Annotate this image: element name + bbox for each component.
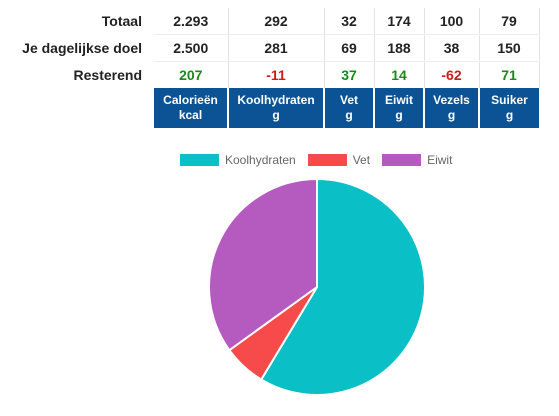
column-header-fiber: Vezels g <box>424 88 480 128</box>
header-spacer <box>0 88 154 128</box>
column-header-name: Eiwit <box>384 93 413 107</box>
column-header-name: Calorieën <box>163 93 218 107</box>
legend-item-fat[interactable]: Vet <box>307 153 371 167</box>
column-header-unit: g <box>447 108 456 122</box>
row-label-total: Totaal <box>101 13 142 30</box>
goal-protein: 188 <box>374 34 425 62</box>
total-fat: 32 <box>324 8 375 35</box>
legend-label: Vet <box>352 153 371 167</box>
macro-pie-chart <box>208 177 426 396</box>
column-header-unit: kcal <box>178 108 203 122</box>
table-row-remaining: Resterend 207 -11 37 14 -62 71 <box>0 61 540 88</box>
row-label-remaining: Resterend <box>73 66 142 83</box>
column-header-unit: g <box>345 108 353 122</box>
column-header-fat: Vet g <box>324 88 375 128</box>
total-protein: 174 <box>374 8 425 35</box>
total-fiber: 100 <box>424 8 480 35</box>
column-header-protein: Eiwit g <box>374 88 425 128</box>
pie-slice-carbs[interactable] <box>259 177 426 396</box>
table-row-total: Totaal 2.293 292 32 174 100 79 <box>0 8 540 35</box>
chart-legend: Koolhydraten Vet Eiwit <box>180 152 464 168</box>
legend-label: Eiwit <box>427 153 453 167</box>
remaining-calories: 207 <box>154 61 229 88</box>
remaining-protein: 14 <box>374 61 425 88</box>
remaining-sugar: 71 <box>479 61 540 88</box>
goal-fiber: 38 <box>424 34 480 62</box>
legend-label: Koolhydraten <box>225 153 296 167</box>
remaining-carbs: -11 <box>228 61 325 88</box>
remaining-fat: 37 <box>324 61 375 88</box>
column-header-unit: g <box>395 108 403 122</box>
total-calories: 2.293 <box>154 8 229 35</box>
column-header-carbs: Koolhydraten g <box>228 88 325 128</box>
nutrition-table: Totaal 2.293 292 32 174 100 79 Je dageli… <box>0 8 540 128</box>
remaining-fiber: -62 <box>424 61 480 88</box>
legend-item-carbs[interactable]: Koolhydraten <box>180 153 296 167</box>
total-carbs: 292 <box>228 8 325 35</box>
goal-calories: 2.500 <box>154 34 229 62</box>
column-header-name: Vezels <box>433 93 470 107</box>
column-header-unit: g <box>272 108 280 122</box>
column-header-name: Suiker <box>491 93 528 107</box>
pie-slice-protein[interactable] <box>208 177 318 352</box>
table-row-goal: Je dagelijkse doel 2.500 281 69 188 38 1… <box>0 34 540 62</box>
legend-item-protein[interactable]: Eiwit <box>382 153 452 167</box>
goal-fat: 69 <box>324 34 375 62</box>
total-sugar: 79 <box>479 8 540 35</box>
row-label-goal: Je dagelijkse doel <box>22 40 142 56</box>
legend-swatch <box>307 154 347 166</box>
goal-carbs: 281 <box>228 34 325 62</box>
legend-swatch <box>180 154 219 166</box>
column-header-name: Vet <box>339 93 358 107</box>
table-header-row: Calorieën kcal Koolhydraten g Vet g Eiwi… <box>0 88 539 128</box>
column-header-unit: g <box>505 108 514 122</box>
goal-sugar: 150 <box>479 34 540 62</box>
legend-swatch <box>382 154 422 166</box>
column-header-name: Koolhydraten <box>237 93 315 107</box>
column-header-calories: Calorieën kcal <box>154 88 229 128</box>
column-header-sugar: Suiker g <box>479 88 539 128</box>
